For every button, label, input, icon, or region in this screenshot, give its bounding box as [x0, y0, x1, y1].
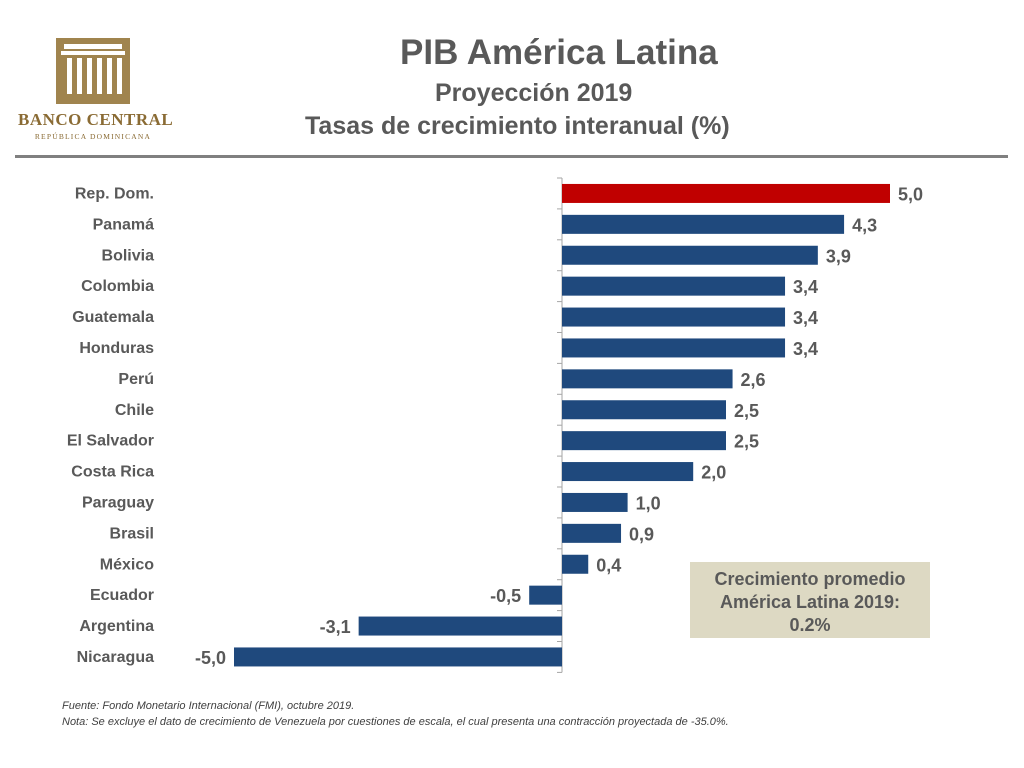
bar-14 — [529, 585, 562, 605]
bar-10 — [562, 462, 694, 482]
building-icon — [56, 38, 130, 104]
value-label: 2,0 — [701, 463, 726, 483]
bar-4 — [562, 276, 786, 296]
value-label: 1,0 — [636, 493, 661, 513]
category-label: Costa Rica — [71, 464, 154, 481]
value-label: 3,9 — [826, 246, 851, 266]
value-label: -0,5 — [490, 586, 521, 606]
value-label: -5,0 — [195, 648, 226, 668]
category-label: Colombia — [81, 278, 154, 295]
bar-13 — [562, 554, 589, 574]
category-label: El Salvador — [67, 433, 154, 450]
category-label: Chile — [115, 402, 154, 419]
bar-16 — [234, 647, 562, 667]
bar-3 — [562, 245, 818, 265]
bar-8 — [562, 400, 726, 420]
callout-line-3: 0.2% — [789, 615, 831, 635]
category-label: Bolivia — [102, 247, 155, 264]
header-divider — [15, 155, 1008, 158]
value-label: 2,5 — [734, 432, 759, 452]
category-label: Panamá — [93, 216, 154, 233]
bar-12 — [562, 523, 622, 543]
bar-11 — [562, 492, 628, 512]
callout-line-2: América Latina 2019: — [719, 592, 901, 612]
category-label: Argentina — [79, 618, 154, 635]
value-label: 0,4 — [596, 555, 621, 575]
chart-title: PIB América Latina — [400, 33, 718, 72]
chart-subtitle-rate: Tasas de crecimiento interanual (%) — [305, 112, 730, 140]
bar-15 — [358, 616, 562, 636]
value-label: 2,6 — [741, 370, 766, 390]
footer-note: Nota: Se excluye el dato de crecimiento … — [62, 716, 729, 728]
value-label: 3,4 — [793, 277, 818, 297]
value-label: -3,1 — [320, 617, 351, 637]
chart-subtitle: Proyección 2019 — [435, 79, 633, 107]
callout-line-1: Crecimiento promedio — [714, 569, 906, 589]
bar-9 — [562, 431, 726, 451]
bar-5 — [562, 307, 786, 327]
bar-7 — [562, 369, 733, 389]
bar-6 — [562, 338, 786, 358]
value-label: 0,9 — [629, 524, 654, 544]
logo-subtitle: REPÚBLICA DOMINICANA — [34, 132, 152, 141]
bar-2 — [562, 214, 845, 234]
category-label: Perú — [118, 371, 154, 388]
value-label: 3,4 — [793, 339, 818, 359]
footer-source: Fuente: Fondo Monetario Internacional (F… — [62, 700, 355, 712]
bar-1 — [562, 183, 890, 203]
category-label: Paraguay — [82, 494, 154, 511]
category-label: Nicaragua — [77, 649, 154, 666]
category-label: Guatemala — [72, 309, 154, 326]
average-growth-callout: Crecimiento promedio América Latina 2019… — [690, 562, 930, 638]
category-label: Rep. Dom. — [75, 185, 154, 202]
category-label: Brasil — [110, 525, 154, 542]
value-label: 4,3 — [852, 215, 877, 235]
category-label: México — [100, 556, 154, 573]
category-label: Ecuador — [90, 587, 154, 604]
value-label: 3,4 — [793, 308, 818, 328]
value-label: 5,0 — [898, 184, 923, 204]
category-label: Honduras — [79, 340, 154, 357]
banco-central-logo: BANCO CENTRAL REPÚBLICA DOMINICANA — [18, 38, 174, 144]
logo-name: BANCO CENTRAL — [18, 110, 174, 129]
value-label: 2,5 — [734, 401, 759, 421]
